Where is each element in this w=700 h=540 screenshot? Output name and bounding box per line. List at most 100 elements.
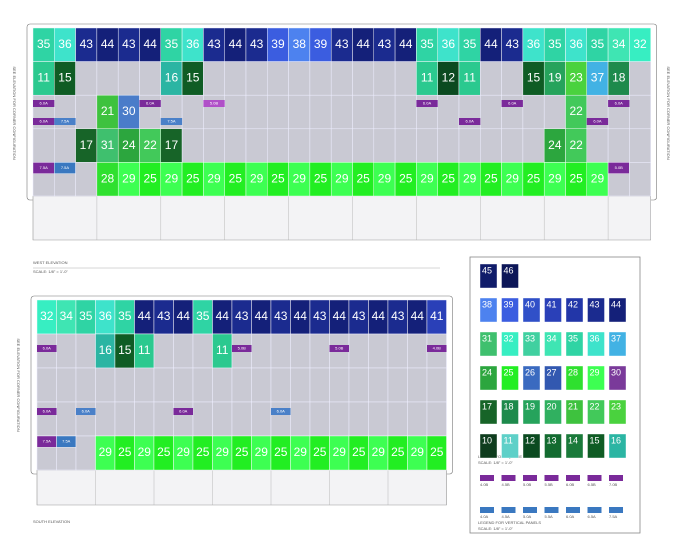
panel-label: 37	[591, 71, 605, 85]
panel-label: 25	[484, 171, 498, 185]
legend-title: LEGEND FOR VERTICAL PANELS	[478, 520, 541, 525]
panel-tag-label: 6.0A	[179, 409, 188, 414]
legend-bar	[566, 475, 580, 481]
legend-swatch	[544, 399, 562, 425]
panel-blank	[387, 401, 408, 437]
panel-blank	[309, 401, 330, 437]
panel-blank	[203, 128, 225, 163]
legend-swatch	[479, 297, 498, 323]
panel-blank	[153, 401, 174, 437]
panel-label: 43	[80, 37, 94, 51]
legend-swatch	[587, 297, 605, 323]
panel-label: 7.5A	[61, 165, 70, 170]
panel-blank	[290, 333, 311, 369]
panel-label: 17	[80, 138, 94, 152]
panel-blank	[426, 401, 447, 437]
legend-swatch-label: 19	[525, 401, 535, 411]
panel-label: 44	[484, 37, 498, 51]
panel-tag-label: 5.0B	[335, 346, 344, 351]
panel-tag	[329, 345, 349, 352]
panel-blank	[543, 94, 566, 130]
panel-tag-label: 7.5A	[167, 119, 176, 124]
panel-label: 43	[207, 37, 221, 51]
panel-label: 29	[411, 445, 425, 459]
panel-label: 11	[421, 71, 434, 85]
legend-swatch	[479, 365, 498, 391]
legend-swatch-label: 20	[547, 401, 557, 411]
side-note: SEE ELEVATION FOR CORNER CONFIGURATION	[666, 66, 671, 159]
panel-blank	[267, 94, 289, 130]
legend-swatch-label: 25	[504, 367, 514, 377]
panel-blank	[290, 367, 311, 403]
panel-label: 11	[37, 71, 50, 85]
legend-swatch	[522, 399, 541, 425]
legend-swatch	[544, 297, 562, 323]
panel-blank	[352, 94, 375, 130]
legend-swatch	[501, 365, 519, 391]
panel-label: 29	[463, 171, 477, 185]
panel-label: 36	[99, 309, 113, 323]
panel-label: 35	[118, 309, 132, 323]
panel-label: 34	[60, 309, 74, 323]
legend-bar-label: 6.0A	[566, 514, 575, 519]
panel-blank	[267, 61, 289, 96]
panel-blank	[75, 367, 96, 403]
legend-bar-label: 5.0B	[523, 482, 532, 487]
panel-tag	[501, 100, 523, 107]
panel-label: 44	[177, 309, 191, 323]
panel-blank	[407, 333, 428, 369]
legend-swatch-label: 44	[611, 299, 621, 309]
legend-swatch	[522, 433, 541, 459]
legend-swatch-label: 21	[568, 401, 578, 411]
legend-bar	[523, 507, 537, 513]
panel-label: 24	[548, 138, 562, 152]
panel-label: 15	[186, 71, 200, 85]
panel-label: 29	[294, 445, 308, 459]
legend-swatch-label: 31	[482, 333, 492, 343]
panel-blank	[501, 128, 524, 163]
panel-label: 25	[235, 445, 249, 459]
panel-label: 29	[255, 445, 269, 459]
panel-label: 44	[411, 309, 425, 323]
elevation-title: WEST ELEVATION	[33, 260, 68, 265]
building-base	[36, 469, 447, 506]
legend-swatch	[608, 331, 627, 357]
legend-swatch-label: 16	[611, 435, 621, 445]
panel-tag-label: 5.0B	[210, 101, 219, 106]
panel-label: 28	[101, 171, 115, 185]
panel-tag	[459, 118, 481, 125]
panel-blank	[368, 367, 389, 403]
panel-label: 16	[165, 71, 179, 85]
panel-label: 44	[399, 37, 413, 51]
panel-tag	[76, 408, 96, 415]
legend-bar	[501, 507, 516, 513]
panel-label: 29	[216, 445, 230, 459]
panel-blank	[245, 94, 268, 130]
panel-label: 25	[313, 445, 327, 459]
panel-blank	[629, 61, 651, 96]
legend-swatch	[608, 297, 627, 323]
legend-swatch-label: 23	[611, 401, 621, 411]
panel-blank	[330, 128, 353, 163]
panel-blank	[153, 367, 174, 403]
legend-swatch-label: 24	[482, 367, 492, 377]
panel-label: 44	[143, 37, 157, 51]
legend-swatch	[501, 399, 519, 425]
panel-blank	[270, 367, 291, 403]
panel-label: 35	[420, 37, 434, 51]
legend-swatch-label: 35	[568, 333, 578, 343]
panel-blank	[181, 94, 204, 130]
legend-swatch-label: 38	[482, 299, 492, 309]
panel-label: 29	[99, 445, 113, 459]
panel-label: 43	[506, 37, 520, 51]
panel-blank	[348, 333, 369, 369]
panel-label: 29	[548, 171, 562, 185]
panel-blank	[501, 61, 524, 96]
panel-blank	[192, 401, 213, 437]
panel-label: 29	[250, 171, 264, 185]
panel-blank	[134, 367, 155, 403]
panel-blank	[212, 367, 233, 403]
legend-bar-label: 5.5B	[545, 482, 554, 487]
legend-bar-label: 5.5A	[545, 514, 554, 519]
panel-label: 29	[165, 171, 179, 185]
